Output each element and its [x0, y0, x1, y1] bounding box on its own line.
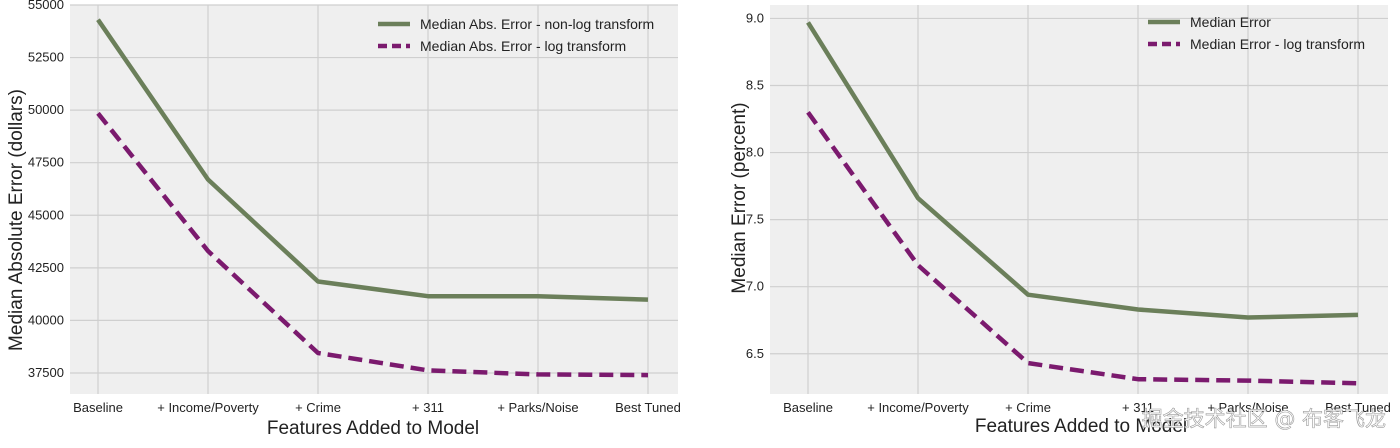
y-tick-label: 37500	[28, 365, 64, 380]
legend: Median Error Median Error - log transform	[1148, 14, 1365, 52]
x-tick-label: + 311	[412, 400, 444, 415]
chart-panel-1: 37500 40000 42500 45000 47500 50000 52500 55000…	[6, 0, 681, 439]
x-tick-label: + Crime	[1005, 400, 1051, 415]
y-tick-label: 9.0	[746, 10, 764, 25]
series-line-2	[806, 110, 1359, 386]
legend: Median Abs. Error - non-log transform Med…	[378, 16, 654, 54]
y-tick-label: 8.5	[746, 77, 764, 92]
legend-entry: Median Abs. Error - log transform	[420, 38, 626, 54]
legend-entry: Median Error - log transform	[1190, 36, 1365, 52]
chart-panel-2: 6.5 7.0 7.5 8.0 8.5 9.0 Baseline + Income/Pover…	[729, 5, 1391, 437]
x-tick-label: + Parks/Noise	[1207, 400, 1288, 415]
x-tick-label: + Income/Poverty	[867, 400, 969, 415]
series-line-2	[96, 111, 649, 378]
y-tick-label: 55000	[28, 0, 64, 12]
x-tick-label: + 311	[1122, 400, 1154, 415]
x-tick-label: Best Tuned	[615, 400, 681, 415]
y-tick-label: 8.0	[746, 145, 764, 160]
plot-background	[70, 5, 678, 394]
y-tick-label: 52500	[28, 50, 64, 65]
watermark-text: 掘金技术社区 @ 布客飞龙	[1142, 407, 1386, 431]
y-tick-label: 47500	[28, 155, 64, 170]
y-axis-label: Median Absolute Error (dollars)	[6, 89, 27, 351]
y-tick-label: 6.5	[746, 346, 764, 361]
y-tick-label: 7.0	[746, 279, 764, 294]
y-tick-label: 7.5	[746, 212, 764, 227]
x-axis-label: Features Added to Model	[975, 416, 1187, 437]
x-axis-label: Features Added to Model	[267, 418, 479, 439]
y-tick-label: 42500	[28, 260, 64, 275]
plot-background	[770, 5, 1388, 394]
y-axis-label: Median Error (percent)	[729, 102, 750, 293]
x-tick-label: + Income/Poverty	[157, 400, 259, 415]
series-line-1	[96, 18, 649, 302]
x-tick-label: Baseline	[73, 400, 123, 415]
x-tick-label: + Parks/Noise	[497, 400, 578, 415]
legend-entry: Median Error	[1190, 14, 1271, 30]
series-line-1	[806, 21, 1359, 320]
legend-entry: Median Abs. Error - non-log transform	[420, 16, 654, 32]
y-tick-label: 50000	[28, 102, 64, 117]
x-tick-label: Baseline	[783, 400, 833, 415]
y-tick-label: 40000	[28, 312, 64, 327]
x-tick-label: + Crime	[295, 400, 341, 415]
x-tick-label: Best Tuned	[1325, 400, 1391, 415]
y-tick-label: 45000	[28, 207, 64, 222]
